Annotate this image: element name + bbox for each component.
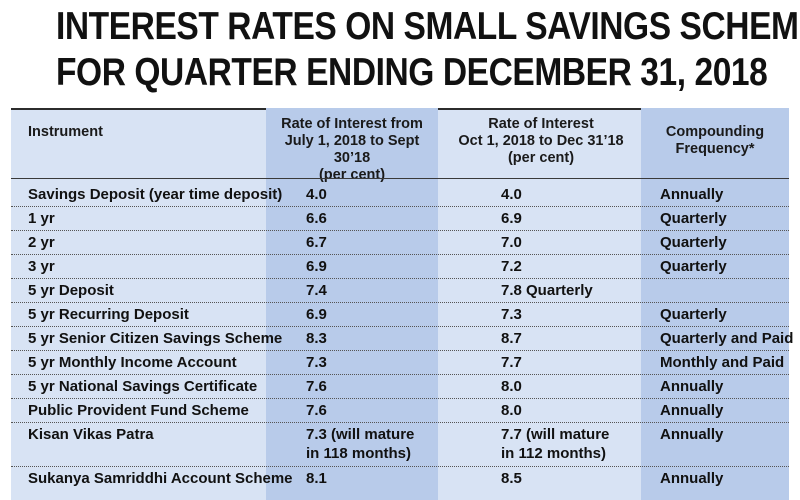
rate-curr-cell: 7.3 <box>501 306 522 323</box>
header-rate-prev: Rate of Interest from July 1, 2018 to Se… <box>281 116 423 183</box>
instrument-cell: Sukanya Samriddhi Account Scheme <box>28 470 293 487</box>
rate-prev-cell: 8.3 <box>306 330 327 347</box>
highlight-column-prev-rate <box>266 108 438 500</box>
frequency-cell: Quarterly and Paid <box>660 330 794 347</box>
frequency-cell: Quarterly <box>660 210 727 227</box>
frequency-cell: Annually <box>660 186 724 203</box>
table-row: 5 yr Recurring Deposit 6.9 7.3 Quarterly <box>11 303 789 327</box>
instrument-cell: 1 yr <box>28 210 55 227</box>
instrument-cell: 2 yr <box>28 234 55 251</box>
rate-curr-cell: 8.0 <box>501 402 522 419</box>
table-row: 5 yr Senior Citizen Savings Scheme 8.3 8.7… <box>11 327 793 351</box>
rate-prev-cell: 7.3 (will mature in 118 months) <box>306 426 415 462</box>
rate-curr-cell: 8.0 <box>501 378 522 395</box>
rate-prev-cell: 7.4 <box>306 282 327 299</box>
table-row: Savings Deposit (year time deposit) 4.0 4.… <box>11 183 789 207</box>
rate-curr-cell: 7.2 <box>501 258 522 275</box>
table-row: Sukanya Samriddhi Account Scheme 8.1 8.5 An… <box>11 467 789 491</box>
table-row: 5 yr Monthly Income Account 7.3 7.7 Monthly… <box>11 351 789 375</box>
title-line-1: INTEREST RATES ON SMALL SAVINGS SCHEME <box>56 5 800 48</box>
rate-prev-cell: 6.9 <box>306 258 327 275</box>
header-rate-curr: Rate of Interest Oct 1, 2018 to Dec 31’1… <box>458 116 624 166</box>
rate-prev-cell: 7.6 <box>306 378 327 395</box>
instrument-cell: 5 yr Recurring Deposit <box>28 306 189 323</box>
rate-prev-cell: 7.3 <box>306 354 327 371</box>
frequency-cell: Annually <box>660 378 724 395</box>
title-line-2: FOR QUARTER ENDING DECEMBER 31, 2018 <box>56 51 768 94</box>
rate-prev-cell: 8.1 <box>306 470 327 487</box>
instrument-cell: 5 yr Deposit <box>28 282 114 299</box>
header-instrument: Instrument <box>28 124 103 140</box>
rate-curr-cell: 4.0 <box>501 186 522 203</box>
instrument-cell: Kisan Vikas Patra <box>28 426 154 443</box>
instrument-cell: Savings Deposit (year time deposit) <box>28 186 283 203</box>
table-row: 5 yr Deposit 7.4 7.8 Quarterly <box>11 279 789 303</box>
instrument-cell: 5 yr Senior Citizen Savings Scheme <box>28 330 283 347</box>
rate-curr-cell: 6.9 <box>501 210 522 227</box>
rate-curr-cell: 8.5 <box>501 470 522 487</box>
instrument-cell: 3 yr <box>28 258 55 275</box>
rate-curr-cell: 7.0 <box>501 234 522 251</box>
frequency-cell: Quarterly <box>660 258 727 275</box>
header-divider <box>11 178 789 179</box>
frequency-cell: Quarterly <box>660 306 727 323</box>
frequency-cell: Annually <box>660 470 724 487</box>
rate-curr-cell: 7.8 Quarterly <box>501 282 593 299</box>
table-row: Public Provident Fund Scheme 7.6 8.0 Annual… <box>11 399 789 423</box>
frequency-cell: Monthly and Paid <box>660 354 785 371</box>
table-row: Kisan Vikas Patra 7.3 (will mature in 118 … <box>11 423 789 467</box>
frequency-cell: Quarterly <box>660 234 727 251</box>
header-frequency: Compounding Frequency* <box>665 124 765 157</box>
table-row: 3 yr 6.9 7.2 Quarterly <box>11 255 789 279</box>
rate-curr-cell: 7.7 (will mature in 112 months) <box>501 426 610 462</box>
rate-prev-cell: 6.6 <box>306 210 327 227</box>
frequency-cell: Annually <box>660 426 724 443</box>
highlight-column-frequency <box>641 108 789 500</box>
page-title: INTEREST RATES ON SMALL SAVINGS SCHEME F… <box>56 4 800 96</box>
frequency-cell: Annually <box>660 402 724 419</box>
rate-curr-cell: 7.7 <box>501 354 522 371</box>
table-row: 5 yr National Savings Certificate 7.6 8.0 A… <box>11 375 789 399</box>
instrument-cell: Public Provident Fund Scheme <box>28 402 249 419</box>
instrument-cell: 5 yr Monthly Income Account <box>28 354 237 371</box>
rate-prev-cell: 6.7 <box>306 234 327 251</box>
rate-prev-cell: 6.9 <box>306 306 327 323</box>
table-row: 1 yr 6.6 6.9 Quarterly <box>11 207 789 231</box>
rate-prev-cell: 7.6 <box>306 402 327 419</box>
table-row: 2 yr 6.7 7.0 Quarterly <box>11 231 789 255</box>
instrument-cell: 5 yr National Savings Certificate <box>28 378 258 395</box>
rate-curr-cell: 8.7 <box>501 330 522 347</box>
rate-prev-cell: 4.0 <box>306 186 327 203</box>
